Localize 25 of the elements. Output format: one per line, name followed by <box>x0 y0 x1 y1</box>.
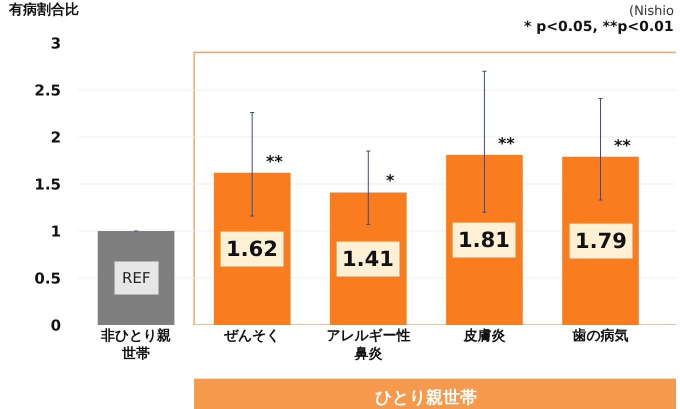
y-tick-label: 3 <box>50 34 61 52</box>
data-label: 1.62 <box>226 237 278 261</box>
data-label: 1.79 <box>575 229 627 253</box>
annotation: ** <box>266 152 284 171</box>
annotation: ** <box>614 136 632 155</box>
data-label: 1.41 <box>342 247 394 271</box>
x-tick-label: ぜんそく <box>223 328 280 344</box>
y-tick-label: 1.5 <box>34 175 61 194</box>
data-label: REF <box>122 269 151 287</box>
y-tick-label: 2.5 <box>34 81 61 100</box>
x-tick-label: 皮膚炎 <box>462 328 506 344</box>
y-tick-label: 2 <box>50 128 61 146</box>
text: * p<0.05, **p<0.01 <box>524 19 674 35</box>
y-axis-title: 有病割合比 <box>8 1 79 18</box>
y-tick-label: 0 <box>50 316 61 334</box>
annotation: * <box>386 171 395 190</box>
x-tick-label: アレルギー性鼻炎 <box>326 328 410 362</box>
y-tick-label: 1 <box>50 222 61 240</box>
data-label: 1.81 <box>458 228 510 252</box>
annotation: ** <box>498 134 516 153</box>
text: ひとり親世帯 <box>375 388 477 408</box>
y-tick-label: 0.5 <box>34 269 61 288</box>
x-tick-label: 非ひとり親世帯 <box>100 327 172 362</box>
x-tick-label: 歯の病気 <box>572 327 629 344</box>
text: (Nishio <box>629 4 674 19</box>
